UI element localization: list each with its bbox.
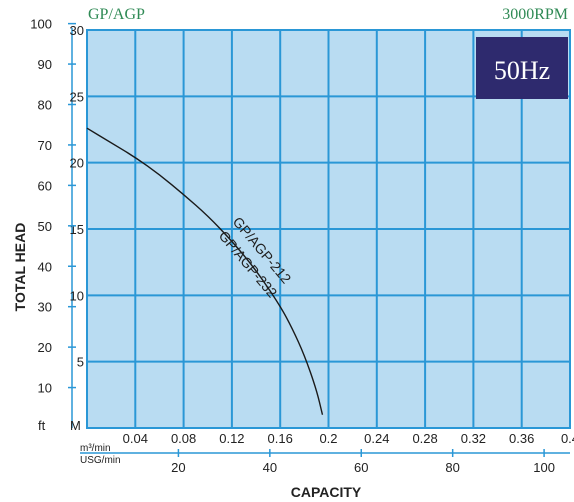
y-tick-label-ft: 90: [38, 57, 52, 72]
x-tick-label-usg: 40: [263, 460, 277, 475]
x-tick-label-usg: 60: [354, 460, 368, 475]
y-tick-label-ft: 30: [38, 300, 52, 315]
y-tick-label-m: 30: [70, 23, 84, 38]
plot-frame: [86, 29, 571, 429]
frequency-badge: [476, 37, 568, 99]
x-tick-label-m3: 0.28: [412, 431, 437, 446]
y-tick-label-ft: 40: [38, 259, 52, 274]
y-tick-label-m: 10: [70, 288, 84, 303]
x-unit-usg: USG/min: [80, 455, 121, 466]
y-axis-title: TOTAL HEAD: [12, 223, 28, 312]
x-unit-m3: m³/min: [80, 443, 111, 454]
x-tick-label-usg: 20: [171, 460, 185, 475]
x-tick-label-m3: 0.12: [219, 431, 244, 446]
x-tick-label-m3: 0.36: [509, 431, 534, 446]
frequency-badge-text: 50Hz: [494, 56, 550, 85]
pump-model-label: GP/AGP: [88, 6, 145, 23]
x-tick-label-usg: 100: [533, 460, 555, 475]
y-tick-label-ft: 20: [38, 340, 52, 355]
x-axis-title: CAPACITY: [291, 484, 362, 500]
x-tick-label-m3: 0.16: [268, 431, 293, 446]
y-tick-label-ft: 10: [38, 381, 52, 396]
y-tick-label-ft: 100: [30, 17, 52, 32]
speed-label: 3000RPM: [502, 6, 568, 23]
y-tick-label-m: 25: [70, 89, 84, 104]
x-tick-label-m3: 0.4: [561, 431, 574, 446]
y-tick-label-ft: 80: [38, 98, 52, 113]
x-tick-label-usg: 80: [445, 460, 459, 475]
y-tick-label-m: 20: [70, 156, 84, 171]
x-tick-label-m3: 0.2: [319, 431, 337, 446]
x-tick-label-m3: 0.24: [364, 431, 389, 446]
y-unit-m: M: [70, 418, 81, 433]
x-tick-label-m3: 0.08: [171, 431, 196, 446]
y-tick-label-ft: 60: [38, 178, 52, 193]
y-tick-label-ft: 70: [38, 138, 52, 153]
y-tick-label-ft: 50: [38, 219, 52, 234]
y-tick-label-m: 15: [70, 222, 84, 237]
x-tick-label-m3: 0.04: [123, 431, 148, 446]
x-tick-label-m3: 0.32: [461, 431, 486, 446]
pump-curve-line: [86, 127, 324, 415]
y-unit-ft: ft: [38, 418, 46, 433]
y-tick-label-m: 5: [77, 355, 84, 370]
